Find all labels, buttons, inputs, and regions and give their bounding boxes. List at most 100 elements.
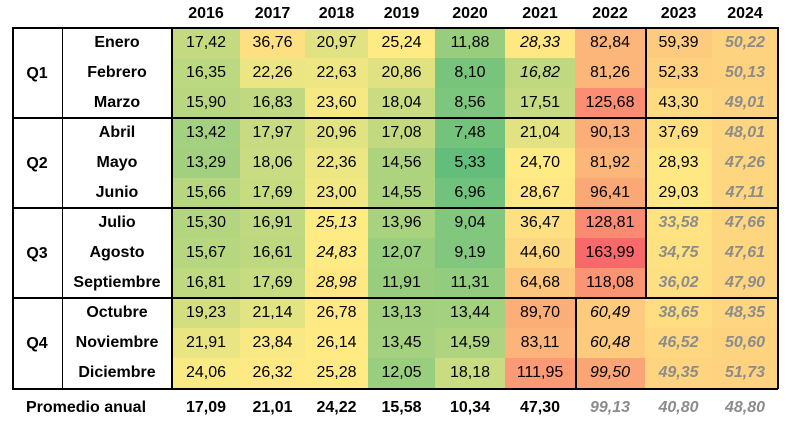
heatmap-cell-abril-2024: 48,01 — [712, 118, 778, 148]
annual-average-2017: 21,01 — [252, 399, 293, 416]
heatmap-cell-abril-2018: 20,96 — [305, 118, 368, 148]
heatmap-cell-enero-2023: 59,39 — [645, 28, 712, 58]
heatmap-cell-noviembre-2021: 83,11 — [505, 328, 575, 358]
heatmap-cell-septiembre-2019: 11,91 — [368, 268, 435, 298]
month-label-abril: Abril — [98, 124, 136, 141]
heatmap-cell-mayo-2017: 18,06 — [240, 148, 305, 178]
forecast-divider-2023-q2 — [645, 118, 647, 208]
heatmap-cell-mayo-2021: 24,70 — [505, 148, 575, 178]
heatmap-cell-agosto-2018: 24,83 — [305, 238, 368, 268]
month-label-mayo: Mayo — [96, 154, 138, 171]
heatmap-cell-mayo-2018: 22,36 — [305, 148, 368, 178]
table-border-top — [12, 27, 778, 29]
heatmap-cell-junio-2022: 96,41 — [575, 178, 645, 208]
year-header-2018: 2018 — [318, 5, 355, 22]
heatmap-cell-agosto-2019: 12,07 — [368, 238, 435, 268]
table-border-right — [777, 27, 779, 389]
year-header-2020: 2020 — [452, 5, 488, 22]
heatmap-cell-mayo-2023: 28,93 — [645, 148, 712, 178]
heatmap-cell-septiembre-2021: 64,68 — [505, 268, 575, 298]
heatmap-cell-agosto-2020: 9,19 — [435, 238, 505, 268]
annual-average-2020: 10,34 — [449, 399, 491, 416]
heatmap-cell-agosto-2016: 15,67 — [172, 238, 240, 268]
month-label-junio: Junio — [95, 184, 139, 201]
heatmap-cell-agosto-2017: 16,61 — [240, 238, 305, 268]
heatmap-cell-marzo-2018: 23,60 — [305, 88, 368, 118]
heatmap-cell-septiembre-2018: 28,98 — [305, 268, 368, 298]
heatmap-cell-octubre-2017: 21,14 — [240, 298, 305, 328]
heatmap-cell-julio-2019: 13,96 — [368, 208, 435, 238]
month-label-julio: Julio — [98, 214, 136, 231]
heatmap-cell-julio-2020: 9,04 — [435, 208, 505, 238]
annual-average-2022: 99,13 — [589, 399, 631, 416]
heatmap-cell-abril-2019: 17,08 — [368, 118, 435, 148]
forecast-divider-2023-q1 — [645, 28, 647, 118]
heatmap-cell-septiembre-2016: 16,81 — [172, 268, 240, 298]
heatmap-cell-enero-2020: 11,88 — [435, 28, 505, 58]
heatmap-cell-mayo-2020: 5,33 — [435, 148, 505, 178]
heatmap-cell-noviembre-2020: 14,59 — [435, 328, 505, 358]
year-header-2019: 2019 — [383, 5, 420, 22]
heatmap-cell-febrero-2016: 16,35 — [172, 58, 240, 88]
heatmap-cell-enero-2024: 50,22 — [712, 28, 778, 58]
heatmap-cell-febrero-2023: 52,33 — [645, 58, 712, 88]
month-label-noviembre: Noviembre — [75, 334, 159, 351]
year-header-2016: 2016 — [188, 5, 224, 22]
heatmap-cell-noviembre-2022: 60,48 — [575, 328, 645, 358]
year-header-2021: 2021 — [522, 5, 558, 22]
annual-average-2023: 40,80 — [658, 399, 699, 416]
heatmap-cell-junio-2021: 28,67 — [505, 178, 575, 208]
heatmap-cell-diciembre-2022: 99,50 — [575, 358, 645, 388]
quarter-label-q1: Q1 — [26, 65, 48, 82]
heatmap-cell-agosto-2023: 34,75 — [645, 238, 712, 268]
heatmap-cell-marzo-2019: 18,04 — [368, 88, 435, 118]
heatmap-cell-agosto-2024: 47,61 — [712, 238, 778, 268]
annual-average-2024: 48,80 — [724, 399, 766, 416]
month-label-febrero: Febrero — [87, 64, 147, 81]
heatmap-cell-mayo-2022: 81,92 — [575, 148, 645, 178]
heatmap-cell-noviembre-2018: 26,14 — [305, 328, 368, 358]
annual-average-2019: 15,58 — [381, 399, 422, 416]
heatmap-cell-julio-2024: 47,66 — [712, 208, 778, 238]
year-header-2023: 2023 — [660, 5, 697, 22]
heatmap-cell-junio-2016: 15,66 — [172, 178, 240, 208]
heatmap-cell-octubre-2020: 13,44 — [435, 298, 505, 328]
heatmap-cell-abril-2023: 37,69 — [645, 118, 712, 148]
heatmap-cell-mayo-2019: 14,56 — [368, 148, 435, 178]
year-header-2024: 2024 — [727, 5, 763, 22]
heatmap-cell-febrero-2017: 22,26 — [240, 58, 305, 88]
month-label-diciembre: Diciembre — [78, 364, 156, 381]
year-header-2022: 2022 — [592, 5, 628, 22]
heatmap-cell-diciembre-2017: 26,32 — [240, 358, 305, 388]
heatmap-cell-octubre-2021: 89,70 — [505, 298, 575, 328]
month-label-enero: Enero — [94, 34, 140, 51]
heatmap-cell-noviembre-2019: 13,45 — [368, 328, 435, 358]
heatmap-cell-marzo-2022: 125,68 — [575, 88, 645, 118]
heatmap-cell-julio-2023: 33,58 — [645, 208, 712, 238]
heatmap-cell-enero-2017: 36,76 — [240, 28, 305, 58]
heatmap-cell-noviembre-2023: 46,52 — [645, 328, 712, 358]
forecast-divider-2022-q3 — [645, 208, 647, 298]
heatmap-cell-mayo-2016: 13,29 — [172, 148, 240, 178]
heatmap-cell-junio-2023: 29,03 — [645, 178, 712, 208]
annual-average-2018: 24,22 — [316, 399, 357, 416]
heatmap-cell-diciembre-2021: 111,95 — [505, 358, 575, 388]
heatmap-cell-febrero-2020: 8,10 — [435, 58, 505, 88]
year-header-2017: 2017 — [254, 5, 291, 22]
month-label-octubre: Octubre — [86, 304, 148, 321]
heatmap-cell-mayo-2024: 47,26 — [712, 148, 778, 178]
quarter-label-q2: Q2 — [26, 155, 48, 172]
heatmap-cell-diciembre-2023: 49,35 — [645, 358, 712, 388]
heatmap-cell-marzo-2016: 15,90 — [172, 88, 240, 118]
heatmap-cell-enero-2022: 82,84 — [575, 28, 645, 58]
annual-average-label: Promedio anual — [25, 399, 147, 416]
heatmap-cell-marzo-2023: 43,30 — [645, 88, 712, 118]
heatmap-cell-diciembre-2024: 51,73 — [712, 358, 778, 388]
heatmap-cell-marzo-2024: 49,01 — [712, 88, 778, 118]
heatmap-cell-septiembre-2023: 36,02 — [645, 268, 712, 298]
heatmap-cell-octubre-2018: 26,78 — [305, 298, 368, 328]
heatmap-cell-septiembre-2020: 11,31 — [435, 268, 505, 298]
heatmap-cell-octubre-2016: 19,23 — [172, 298, 240, 328]
heatmap-cell-febrero-2021: 16,82 — [505, 58, 575, 88]
month-label-agosto: Agosto — [89, 244, 145, 261]
